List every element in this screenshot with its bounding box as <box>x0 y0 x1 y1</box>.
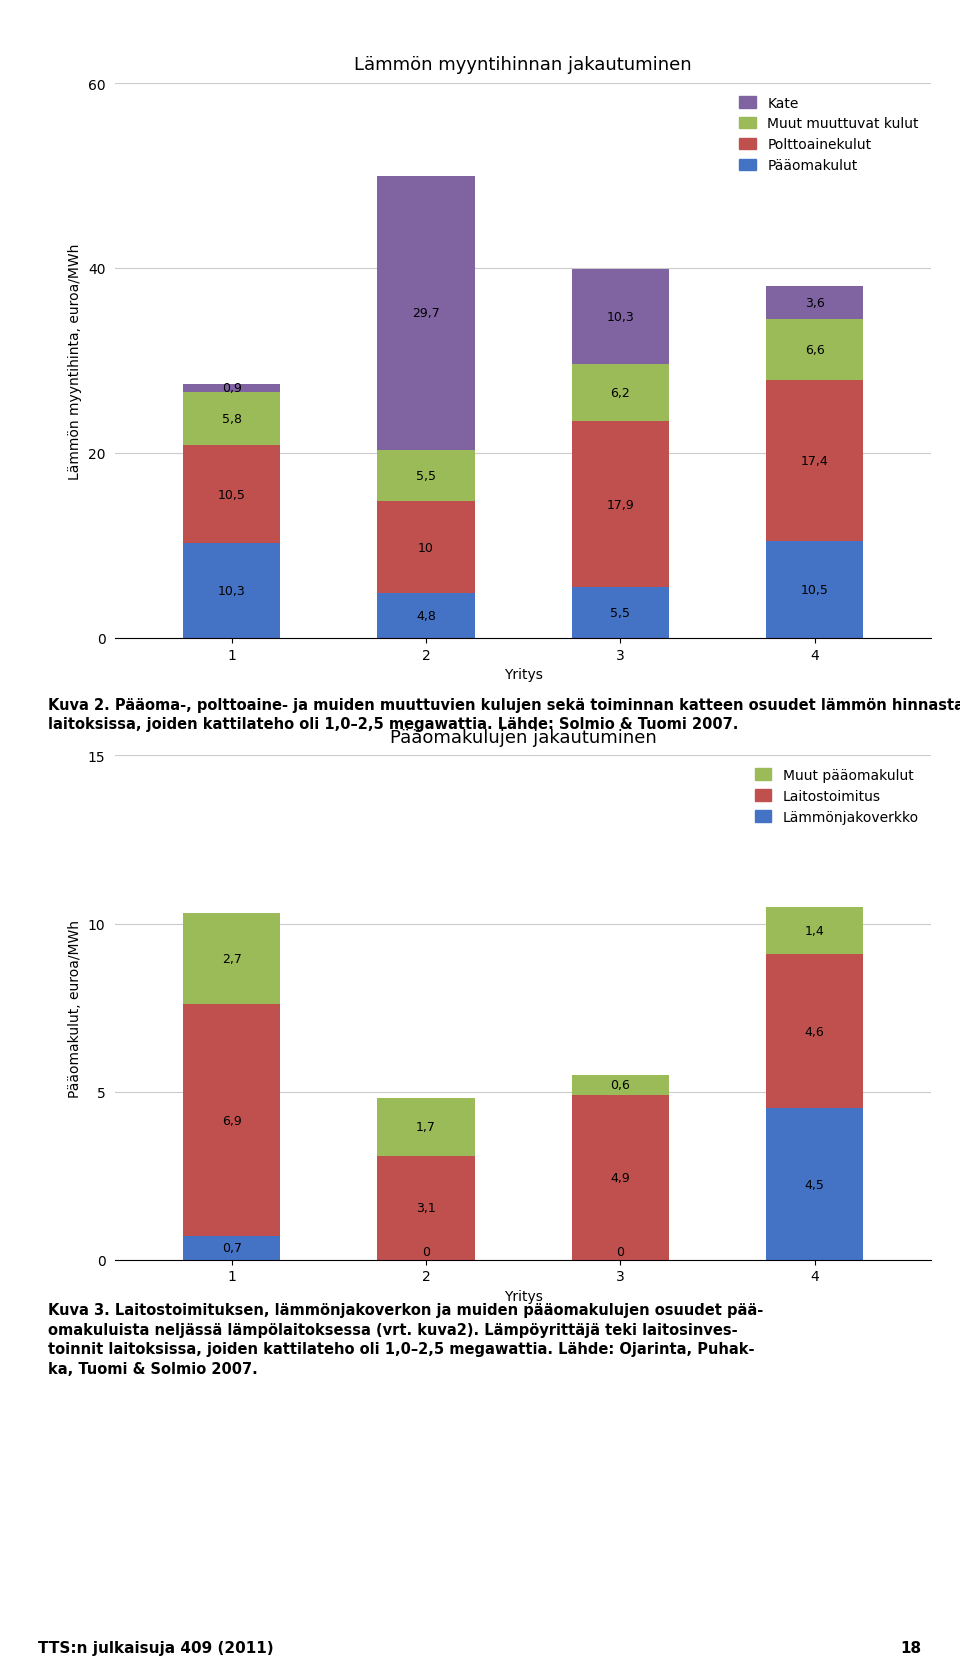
Text: 5,5: 5,5 <box>416 470 436 482</box>
Text: 1,7: 1,7 <box>416 1121 436 1134</box>
Y-axis label: Pääomakulut, euroa/MWh: Pääomakulut, euroa/MWh <box>68 919 83 1097</box>
Legend: Muut pääomakulut, Laitostoimitus, Lämmönjakoverkko: Muut pääomakulut, Laitostoimitus, Lämmön… <box>749 763 924 830</box>
Bar <box>766 1109 863 1260</box>
Legend: Kate, Muut muuttuvat kulut, Polttoainekulut, Pääomakulut: Kate, Muut muuttuvat kulut, Polttoaineku… <box>733 91 924 178</box>
Bar <box>572 1095 669 1260</box>
Text: 29,7: 29,7 <box>412 307 440 321</box>
Text: Kuva 2. Pääoma-, polttoaine- ja muiden muuttuvien kulujen sekä toiminnan katteen: Kuva 2. Pääoma-, polttoaine- ja muiden m… <box>48 697 960 732</box>
Bar <box>766 541 863 638</box>
Bar <box>377 1099 474 1156</box>
Text: 10,3: 10,3 <box>218 585 246 598</box>
Text: 0: 0 <box>422 1245 430 1258</box>
Y-axis label: Lämmön myyntihinta, euroa/MWh: Lämmön myyntihinta, euroa/MWh <box>68 244 83 479</box>
Bar <box>183 1005 280 1236</box>
Bar <box>766 954 863 1109</box>
Text: 5,8: 5,8 <box>222 413 242 427</box>
Bar <box>183 914 280 1005</box>
Text: 6,9: 6,9 <box>222 1114 242 1127</box>
Text: 4,6: 4,6 <box>804 1025 825 1038</box>
Bar <box>766 907 863 954</box>
Text: 4,5: 4,5 <box>804 1178 825 1191</box>
Bar <box>183 1236 280 1260</box>
Title: Lämmön myyntihinnan jakautuminen: Lämmön myyntihinnan jakautuminen <box>354 55 692 74</box>
Text: 10,3: 10,3 <box>607 311 635 324</box>
Text: 6,6: 6,6 <box>804 344 825 356</box>
Text: 5,5: 5,5 <box>611 606 631 620</box>
Text: 4,8: 4,8 <box>416 610 436 623</box>
Text: 17,9: 17,9 <box>607 499 635 511</box>
Text: 18: 18 <box>900 1640 922 1655</box>
Text: TTS:n julkaisuja 409 (2011): TTS:n julkaisuja 409 (2011) <box>38 1640 274 1655</box>
Bar <box>572 422 669 588</box>
Bar <box>377 1156 474 1260</box>
Text: 0,6: 0,6 <box>611 1079 631 1092</box>
Bar <box>183 447 280 543</box>
Text: 10,5: 10,5 <box>801 583 828 596</box>
Bar <box>572 365 669 422</box>
X-axis label: Yritys: Yritys <box>504 1289 542 1304</box>
Bar <box>377 450 474 502</box>
Bar <box>183 543 280 638</box>
Bar <box>377 595 474 638</box>
Text: 10: 10 <box>419 541 434 554</box>
Text: 0: 0 <box>616 1245 624 1258</box>
Bar <box>572 270 669 365</box>
Bar <box>766 381 863 541</box>
Text: 17,4: 17,4 <box>801 455 828 467</box>
X-axis label: Yritys: Yritys <box>504 667 542 682</box>
Bar <box>572 588 669 638</box>
Bar <box>183 385 280 393</box>
Text: 10,5: 10,5 <box>218 489 246 501</box>
Text: Kuva 3. Laitostoimituksen, lämmönjakoverkon ja muiden pääomakulujen osuudet pää-: Kuva 3. Laitostoimituksen, lämmönjakover… <box>48 1302 763 1376</box>
Text: 0,9: 0,9 <box>222 381 242 395</box>
Text: 6,2: 6,2 <box>611 386 630 400</box>
Bar <box>183 393 280 447</box>
Text: 2,7: 2,7 <box>222 953 242 966</box>
Bar <box>766 286 863 319</box>
Text: 3,6: 3,6 <box>804 296 825 309</box>
Bar <box>572 1075 669 1095</box>
Title: Pääomakulujen jakautuminen: Pääomakulujen jakautuminen <box>390 727 657 746</box>
Text: 3,1: 3,1 <box>417 1201 436 1215</box>
Bar <box>377 176 474 450</box>
Bar <box>766 319 863 381</box>
Text: 0,7: 0,7 <box>222 1242 242 1255</box>
Text: 1,4: 1,4 <box>804 924 825 937</box>
Bar <box>377 502 474 595</box>
Text: 4,9: 4,9 <box>611 1171 630 1184</box>
